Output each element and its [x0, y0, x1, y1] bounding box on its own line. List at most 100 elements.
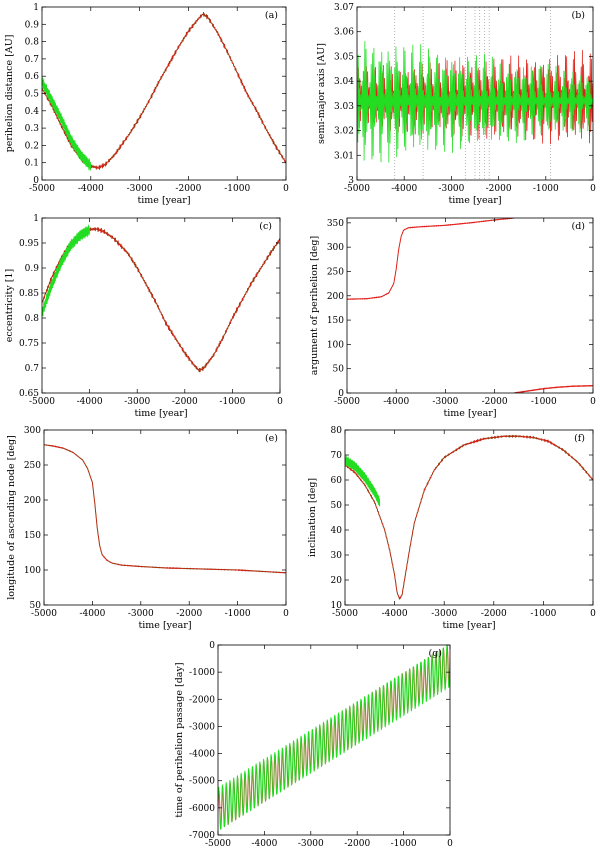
- panel-c-xlabel: time [year]: [134, 408, 187, 419]
- panel-b-ylabel: semi-major axis [AU]: [316, 43, 327, 144]
- panel-a-series-green-1: [42, 80, 92, 168]
- panel-e-xtick-label: -2000: [176, 609, 202, 619]
- panel-d-series-red-1: [513, 384, 593, 393]
- panel-c-ytick-label: 0.65: [19, 389, 39, 399]
- panel-f-ytick-label: 10: [331, 601, 343, 611]
- panel-f-ytick-label: 20: [331, 576, 343, 586]
- panel-c-ytick-label: 0.7: [25, 364, 40, 374]
- panel-a-xtick-label: -2000: [175, 184, 201, 194]
- panel-d-ytick-label: 350: [327, 219, 344, 229]
- panel-f-xtick-label: -4000: [382, 609, 408, 619]
- panel-a-ytick-label: 0.3: [25, 124, 40, 134]
- panel-f-ytick-label: 40: [331, 526, 343, 536]
- panel-g-label: (g): [429, 648, 443, 659]
- panel-c-ytick-label: 0.75: [19, 339, 39, 349]
- panel-c-ytick-label: 0.8: [25, 314, 40, 324]
- panel-d-xtick-label: -3000: [432, 397, 458, 407]
- panel-f-series-green-1-spread: [345, 455, 381, 507]
- panel-b-frame: [356, 6, 594, 181]
- panel-e-ytick-label: 250: [24, 461, 41, 471]
- panel-b-ytick-label: 3.05: [334, 52, 354, 62]
- panel-a-ytick-label: 0.5: [25, 90, 40, 100]
- panel-f-ytick-label: 70: [331, 451, 343, 461]
- panel-g-ytick-label: -3000: [189, 722, 215, 732]
- panel-a-ytick-label: 0.6: [25, 72, 40, 82]
- panel-e-ylabel: longitude of ascending node [deg]: [6, 435, 17, 600]
- panel-a-series-green-1-spread: [42, 77, 92, 171]
- panel-g-ytick-label: -6000: [189, 804, 215, 814]
- panel-c-ytick-label: 0.9: [25, 264, 40, 274]
- panel-a-xtick-label: -3000: [127, 184, 153, 194]
- panel-g-ylabel: time of perihelion passage [day]: [174, 662, 185, 817]
- panel-f-xtick-label: -1000: [530, 609, 556, 619]
- panel-f-xtick-label: -5000: [332, 609, 358, 619]
- panel-d-xtick-label: -2000: [482, 397, 508, 407]
- panel-d-xtick-label: -5000: [334, 397, 360, 407]
- panel-b-xlabel: time [year]: [448, 195, 501, 206]
- panel-g-xtick-label: -5000: [205, 839, 231, 849]
- panel-b-series-green-1: [357, 34, 593, 163]
- panel-e-frame: [43, 429, 287, 606]
- panel-f-ytick-label: 80: [331, 426, 343, 436]
- panel-e-ytick-label: 300: [24, 426, 41, 436]
- panel-d-ylabel: argument of perihelion [deg]: [309, 236, 320, 375]
- panel-g-ytick-label: 0: [209, 641, 215, 651]
- panel-d-ytick-label: 50: [333, 365, 345, 375]
- panel-c-plot-area: [42, 224, 280, 373]
- panel-f-xtick-label: -3000: [431, 609, 457, 619]
- panel-f-ytick-label: 50: [331, 501, 343, 511]
- panel-c-ytick-label: 1: [33, 214, 39, 224]
- panel-c-xtick-label: -5000: [29, 397, 55, 407]
- panel-a-ytick-label: 0.9: [25, 20, 40, 30]
- panel-d-ytick-label: 250: [327, 267, 344, 277]
- panel-f-frame: [344, 429, 594, 606]
- panel-a-xtick-label: -1000: [224, 184, 250, 194]
- panel-f-xtick-label: 0: [590, 609, 596, 619]
- panel-e-plot-area: [44, 444, 286, 574]
- panel-f-ylabel: inclination [deg]: [307, 478, 318, 557]
- panel-d-ytick-label: 150: [327, 316, 344, 326]
- panel-a-ytick-label: 0.4: [25, 107, 40, 117]
- panel-f-xtick-label: -2000: [481, 609, 507, 619]
- panel-b-ytick-label: 3.06: [334, 28, 354, 38]
- panel-f-series-green-1: [345, 459, 381, 503]
- panel-e-ytick-label: 100: [24, 566, 41, 576]
- panel-b-xtick-label: -3000: [438, 184, 464, 194]
- panel-g-xtick-label: -3000: [298, 839, 324, 849]
- panel-d-xtick-label: 0: [590, 397, 596, 407]
- panel-c-xtick-label: -4000: [77, 397, 103, 407]
- panel-g-ytick-label: -4000: [189, 750, 215, 760]
- panel-g-ytick-label: -7000: [189, 831, 215, 841]
- panel-b: -5000 -4000 -3000 -2000 -1000 0 3 3.01 3.02 3.03 3…: [316, 3, 596, 206]
- panel-a-ytick-label: 0.8: [25, 38, 40, 48]
- panel-e-ytick-label: 150: [24, 531, 41, 541]
- panel-f-series-red-0-overlay: [345, 435, 593, 600]
- panel-c-xtick-label: 0: [277, 397, 283, 407]
- panel-a-ytick-label: 0: [33, 176, 39, 186]
- panel-b-xtick-label: -2000: [486, 184, 512, 194]
- panel-e: -5000 -4000 -3000 -2000 -1000 0 50 100 150 200 250…: [6, 426, 289, 631]
- panel-e-xtick-label: -4000: [79, 609, 105, 619]
- panel-d-label: (d): [572, 221, 586, 232]
- panel-b-ytick-label: 3: [348, 176, 354, 186]
- panel-c-series-green-1-spread: [42, 224, 90, 317]
- panel-c-ytick-label: 0.85: [19, 289, 39, 299]
- panel-d-frame: [346, 217, 594, 394]
- panel-e-ytick-label: 50: [30, 601, 42, 611]
- panel-c-ytick-label: 0.95: [19, 239, 39, 249]
- panel-g-series-green-1: [218, 645, 450, 830]
- panel-a: -5000 -4000 -3000 -2000 -1000 0 0 0.1 0.2 0.3 0.4 0…: [4, 3, 289, 206]
- panel-e-label: (e): [265, 433, 278, 444]
- panel-a-xtick-label: 0: [283, 184, 289, 194]
- panel-e-xtick-label: -5000: [31, 609, 57, 619]
- panel-g-plot-area: [218, 645, 450, 830]
- panel-d-ytick-label: 200: [327, 292, 344, 302]
- panel-f-xlabel: time [year]: [442, 620, 495, 631]
- panel-g-frame: [217, 644, 451, 836]
- panel-d-ytick-label: 0: [338, 389, 344, 399]
- panel-d-xlabel: time [year]: [443, 408, 496, 419]
- panel-g-xtick-label: -2000: [344, 839, 370, 849]
- panel-b-ytick-label: 3.04: [334, 77, 354, 87]
- panel-b-xtick-label: -1000: [533, 184, 559, 194]
- panel-d: -5000 -4000 -3000 -2000 -1000 0 0 50 100 150 200 25…: [309, 217, 596, 419]
